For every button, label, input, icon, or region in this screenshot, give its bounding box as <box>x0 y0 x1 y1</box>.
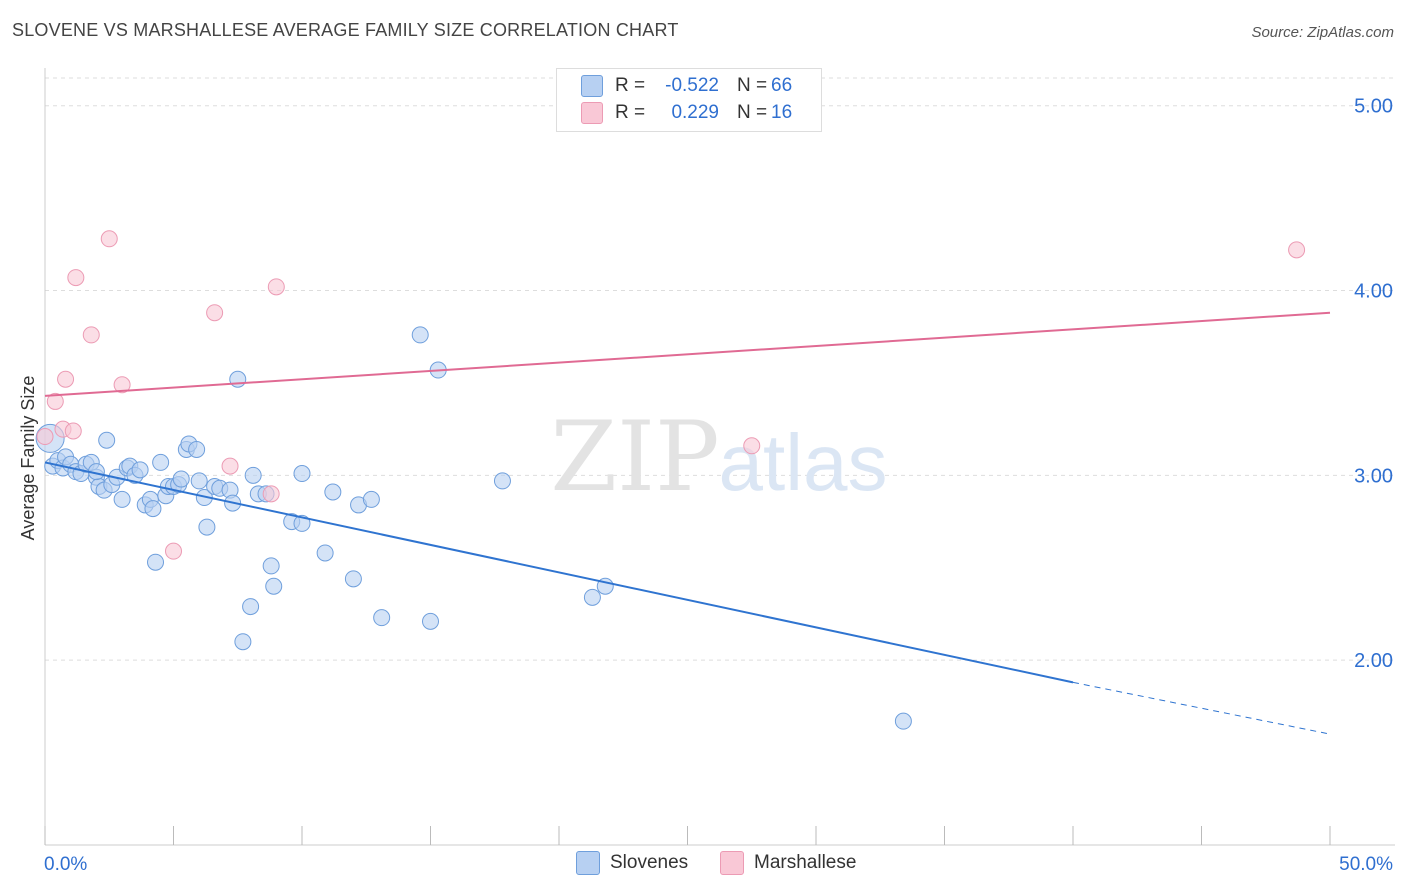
r-label: R = <box>615 102 646 123</box>
slovenes-point <box>324 483 342 501</box>
legend-item-marshallese: Marshallese <box>720 851 856 875</box>
marshallese-trend-line <box>44 311 1331 397</box>
slovenes-points <box>35 326 912 730</box>
marshallese-point <box>165 542 182 560</box>
y-tick-label: 2.00 <box>1354 650 1393 672</box>
trend-lines <box>44 311 1331 735</box>
slovenes-point <box>493 472 511 490</box>
marshallese-point <box>36 428 54 446</box>
x-tick-label: 0.0% <box>44 854 87 875</box>
slovenes-point <box>265 577 283 595</box>
slovenes-point <box>229 370 247 388</box>
slovenes-point <box>244 466 262 484</box>
watermark-zip: ZIP <box>550 401 719 513</box>
marshallese-points <box>36 230 1306 560</box>
marshallese-point <box>57 370 75 388</box>
slovenes-point <box>131 461 149 479</box>
slovenes-point <box>293 465 311 483</box>
marshallese-point <box>113 376 131 394</box>
slovenes-point <box>583 588 601 606</box>
slovenes-point <box>373 609 391 627</box>
legend-item-slovenes: Slovenes <box>576 851 688 875</box>
slovenes-point <box>422 612 439 630</box>
n-value: 66 <box>771 75 793 96</box>
r-value: 0.229 <box>671 102 719 123</box>
y-tick-label: 3.00 <box>1354 465 1393 487</box>
chart-title: SLOVENE VS MARSHALLESE AVERAGE FAMILY SI… <box>12 20 679 40</box>
source-label: Source: ZipAtlas.com <box>1251 24 1394 41</box>
marshallese-point <box>206 304 224 322</box>
n-value: 16 <box>771 102 793 123</box>
y-tick-label: 5.00 <box>1354 96 1393 118</box>
marshallese-point <box>82 326 100 344</box>
marshallese-point <box>743 437 761 455</box>
slovenes-legend-swatch <box>576 851 600 875</box>
slovenes-trend-line <box>44 461 1074 684</box>
marshallese-point <box>221 457 239 475</box>
watermark-atlas: atlas <box>719 418 888 507</box>
grid-lines <box>45 77 1395 661</box>
slovenes-swatch <box>581 75 603 97</box>
marshallese-swatch <box>581 102 603 124</box>
n-label: N = <box>737 75 768 96</box>
slovenes-point <box>344 570 362 588</box>
slovenes-point <box>98 431 116 449</box>
slovenes-point <box>190 472 208 490</box>
slovenes-trend-extension <box>1072 681 1331 735</box>
slovenes-point <box>188 440 206 458</box>
slovenes-point <box>234 633 252 651</box>
correlation-legend: R = -0.522 N = 66 R = 0.229 N = 16 <box>556 68 822 132</box>
r-value: -0.522 <box>665 75 719 96</box>
x-tick-label: 50.0% <box>1339 854 1393 875</box>
marshallese-point <box>1288 241 1306 259</box>
y-axis-label: Average Family Size <box>18 376 38 541</box>
tick-labels: 2.00 3.00 4.00 5.00 0.0% 50.0% <box>44 96 1393 875</box>
legend-row-marshallese: R = 0.229 N = 16 <box>581 100 792 126</box>
slovenes-point <box>144 500 162 518</box>
y-tick-label: 4.00 <box>1354 281 1393 303</box>
slovenes-point <box>172 470 190 488</box>
slovenes-point <box>152 453 170 471</box>
slovenes-point <box>262 557 280 575</box>
slovenes-point <box>362 490 380 508</box>
marshallese-point <box>67 269 85 287</box>
slovenes-point <box>113 490 131 508</box>
slovenes-point <box>242 598 260 616</box>
slovenes-point <box>293 514 311 532</box>
legend-row-slovenes: R = -0.522 N = 66 <box>581 73 792 99</box>
marshallese-point <box>262 485 280 503</box>
axes <box>44 68 1395 846</box>
slovenes-point <box>894 712 912 730</box>
marshallese-point <box>100 230 118 248</box>
r-label: R = <box>615 75 646 96</box>
marshallese-legend-label: Marshallese <box>754 852 857 873</box>
marshallese-legend-swatch <box>720 851 744 875</box>
n-label: N = <box>737 102 768 123</box>
marshallese-point <box>46 392 64 410</box>
slovenes-point <box>198 518 216 536</box>
slovenes-legend-label: Slovenes <box>610 852 689 873</box>
marshallese-point <box>267 278 285 296</box>
slovenes-point <box>411 326 429 344</box>
marshallese-point <box>64 422 82 440</box>
slovenes-point <box>147 553 165 571</box>
slovenes-point <box>316 544 334 562</box>
